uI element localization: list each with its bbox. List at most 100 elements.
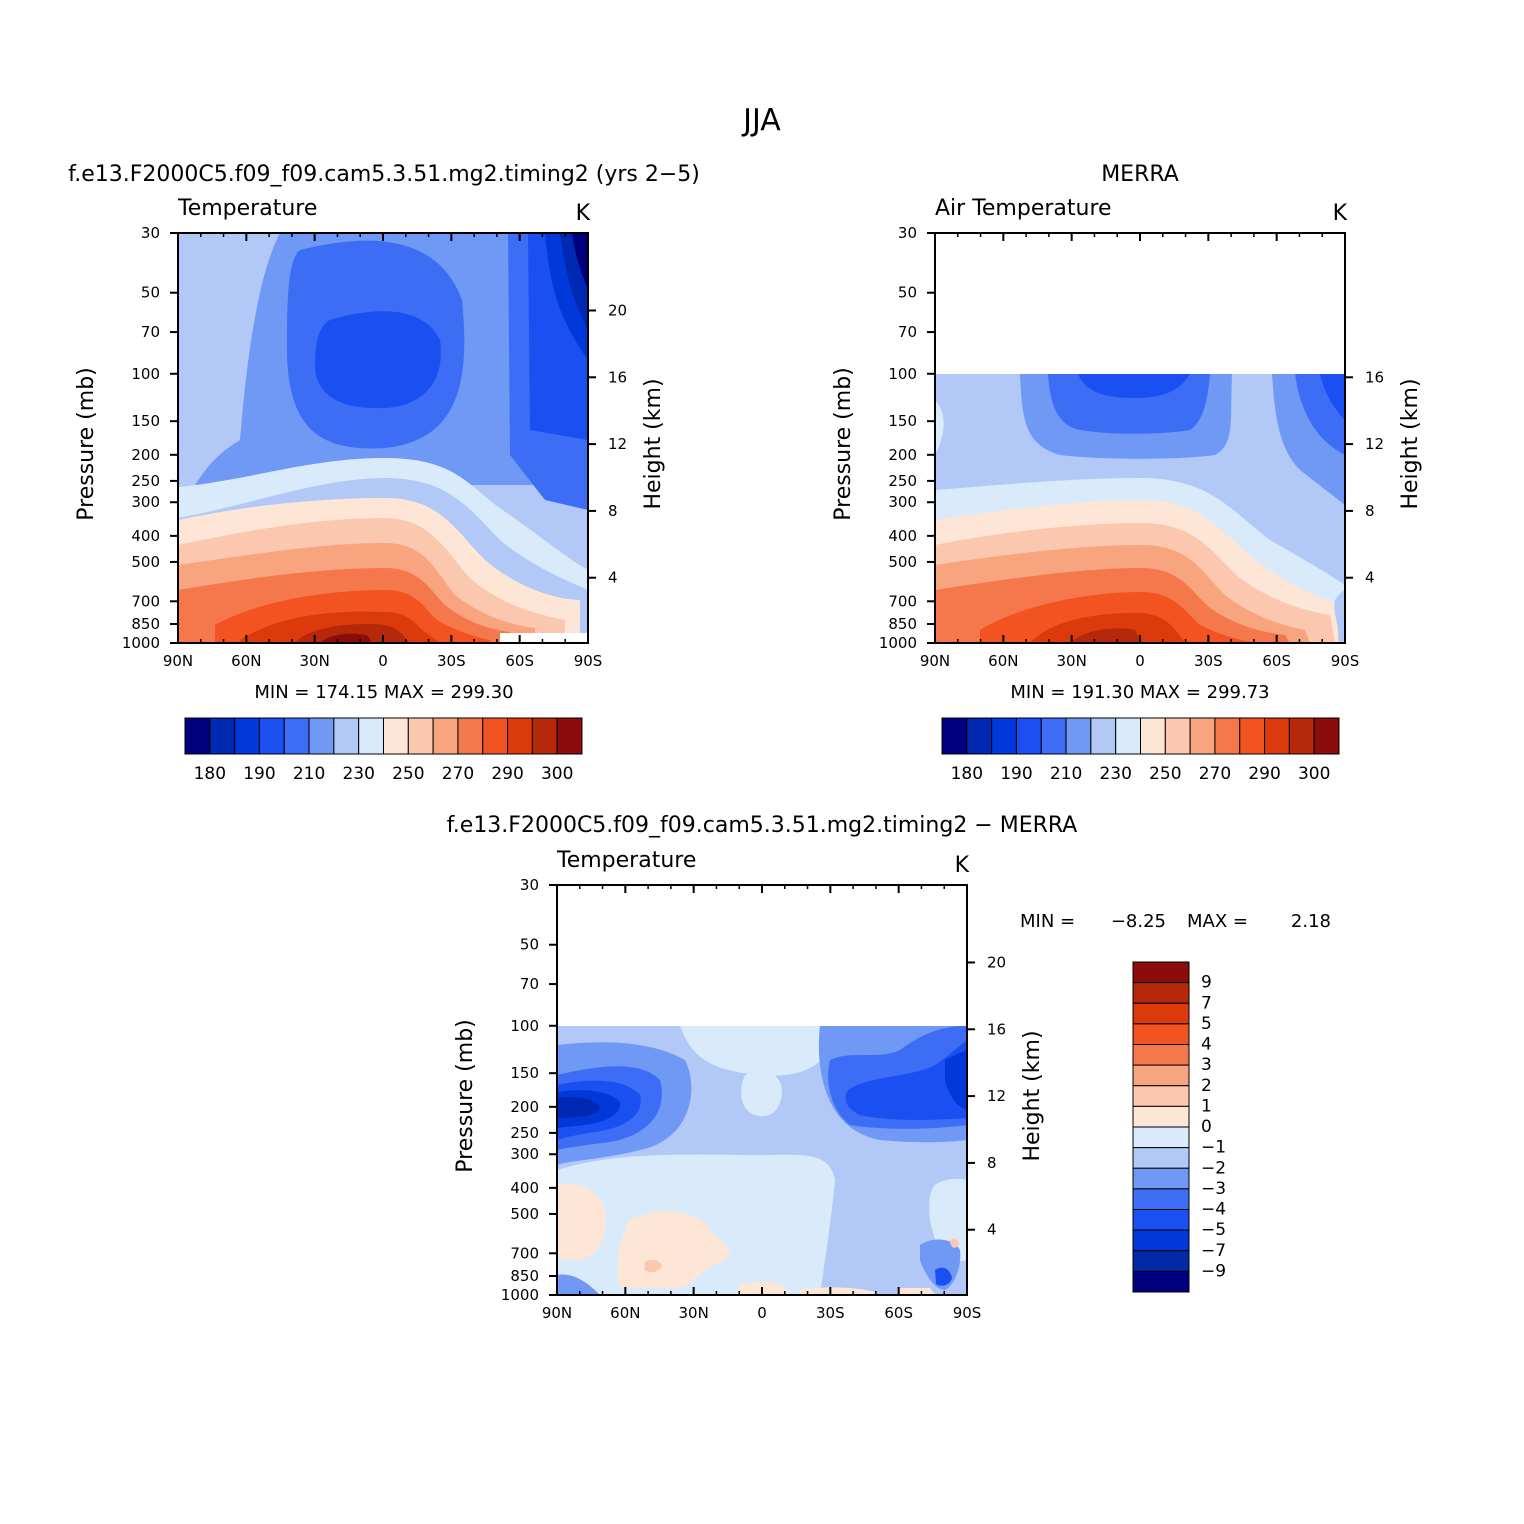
model-ytick-label: 500 bbox=[131, 553, 160, 571]
obs-ylabel: Pressure (mb) bbox=[831, 367, 856, 521]
model-htick-label: 16 bbox=[608, 368, 627, 386]
obs-colorbar-swatch bbox=[1288, 717, 1315, 755]
model-colorbar-swatch bbox=[432, 717, 459, 755]
diff-colorbar-label: 7 bbox=[1201, 993, 1212, 1013]
diff-axes: 90N 60N 30N 0 30S 60S 90S 30 50 70 100 150 200 250 300… bbox=[453, 876, 1045, 1322]
diff-min-value: −8.25 bbox=[1111, 911, 1166, 932]
obs-xtick-label: 60N bbox=[988, 652, 1018, 670]
model-ytick-label: 50 bbox=[141, 284, 160, 302]
diff-colorbar-swatch bbox=[1132, 982, 1190, 1004]
model-stats: MIN = 174.15 MAX = 299.30 bbox=[254, 682, 513, 703]
model-axes: 90N 60N 30N 0 30S 60S 90S 30 50 70 100 150 200 250 300… bbox=[74, 224, 666, 670]
diff-band-plus1-antarctic bbox=[900, 1288, 935, 1295]
model-units: K bbox=[576, 201, 591, 226]
diff-colorbar-swatch bbox=[1132, 1147, 1190, 1169]
diff-band-plus2-antarctic bbox=[950, 1238, 959, 1248]
obs-htick-label: 12 bbox=[1365, 435, 1384, 453]
diff-colorbar-swatch bbox=[1132, 1250, 1190, 1272]
obs-colorbar: 180 190 210 230 250 270 290 300 bbox=[941, 717, 1340, 784]
diff-htick-label: 4 bbox=[987, 1221, 997, 1239]
diff-band-minus5-south bbox=[845, 1040, 967, 1120]
model-colorbar-label: 250 bbox=[392, 764, 424, 784]
diff-colorbar-swatch bbox=[1132, 961, 1190, 984]
obs-suptitle: MERRA bbox=[1101, 162, 1179, 187]
diff-ytick-label: 700 bbox=[510, 1244, 539, 1262]
model-xtick-label: 30N bbox=[300, 652, 330, 670]
obs-units: K bbox=[1333, 201, 1348, 226]
diff-band-minus3-surface bbox=[557, 1274, 600, 1295]
model-htick-label: 4 bbox=[608, 569, 618, 587]
model-ytick-label: 250 bbox=[131, 472, 160, 490]
diff-colorbar-label: −3 bbox=[1201, 1179, 1226, 1199]
diff-suptitle: f.e13.F2000C5.f09_f09.cam5.3.51.mg2.timi… bbox=[447, 813, 1078, 838]
obs-axes: 90N 60N 30N 0 30S 60S 90S 30 50 70 100 150 200 250 300… bbox=[831, 224, 1423, 670]
obs-band-200-south bbox=[1320, 374, 1345, 420]
obs-htick-label: 8 bbox=[1365, 502, 1375, 520]
model-ylabel-right: Height (km) bbox=[641, 378, 666, 509]
obs-band-240-north bbox=[935, 400, 944, 455]
obs-band-300 bbox=[1070, 628, 1142, 643]
diff-colorbar-label: −5 bbox=[1201, 1220, 1226, 1240]
diff-colorbar-swatch bbox=[1132, 1044, 1190, 1066]
panel-diff: f.e13.F2000C5.f09_f09.cam5.3.51.mg2.timi… bbox=[447, 813, 1331, 1322]
obs-ytick-label: 70 bbox=[898, 323, 917, 341]
model-htick-label: 8 bbox=[608, 502, 618, 520]
obs-colorbar-swatch bbox=[1313, 717, 1340, 755]
diff-band-minus7-south bbox=[945, 1050, 967, 1110]
model-colorbar-swatch bbox=[209, 717, 236, 755]
diff-ytick-label: 850 bbox=[510, 1267, 539, 1285]
model-left-title: Temperature bbox=[177, 196, 317, 221]
diff-ytick-label: 50 bbox=[520, 936, 539, 954]
diff-colorbar-swatch bbox=[1132, 1002, 1190, 1025]
obs-xtick-label: 30S bbox=[1194, 652, 1223, 670]
model-colorbar-label: 300 bbox=[541, 764, 573, 784]
obs-colorbar-swatch bbox=[1115, 717, 1141, 755]
obs-colorbar-label: 230 bbox=[1099, 764, 1131, 784]
model-htick-label: 12 bbox=[608, 435, 627, 453]
diff-colorbar-swatch bbox=[1132, 1270, 1190, 1293]
diff-units: K bbox=[955, 853, 970, 878]
model-ytick-label: 100 bbox=[131, 365, 160, 383]
model-ytick-label: 400 bbox=[131, 527, 160, 545]
model-suptitle: f.e13.F2000C5.f09_f09.cam5.3.51.mg2.timi… bbox=[68, 162, 700, 187]
diff-colorbar-label: 0 bbox=[1201, 1117, 1212, 1137]
diff-colorbar-swatch bbox=[1132, 1085, 1190, 1107]
model-band-max bbox=[320, 633, 372, 643]
obs-colorbar-label: 210 bbox=[1050, 764, 1082, 784]
diff-xtick-label: 30N bbox=[679, 1304, 709, 1322]
model-colorbar-swatch bbox=[258, 717, 285, 755]
obs-xtick-label: 90N bbox=[920, 652, 950, 670]
obs-xtick-label: 60S bbox=[1262, 652, 1291, 670]
model-colorbar: 180 190 210 230 250 270 290 300 bbox=[184, 717, 583, 784]
diff-colorbar-label: −4 bbox=[1201, 1200, 1226, 1220]
obs-band-antarctic bbox=[1334, 590, 1345, 643]
panel-obs: MERRA Air Temperature K 90N 60N 30N 0 30S 60S… bbox=[831, 162, 1423, 784]
obs-ytick-label: 700 bbox=[888, 592, 917, 610]
obs-xtick-label: 90S bbox=[1331, 652, 1360, 670]
diff-colorbar-swatch bbox=[1132, 1188, 1190, 1210]
obs-htick-label: 4 bbox=[1365, 569, 1375, 587]
obs-colorbar-swatch bbox=[1189, 717, 1216, 755]
model-colorbar-swatch bbox=[507, 717, 533, 755]
model-ytick-label: 70 bbox=[141, 323, 160, 341]
diff-colorbar-swatch bbox=[1132, 1209, 1190, 1231]
diff-colorbar-swatch bbox=[1132, 1023, 1190, 1045]
obs-colorbar-swatch bbox=[941, 717, 968, 755]
diff-ytick-label: 1000 bbox=[501, 1286, 539, 1304]
model-colorbar-label: 270 bbox=[442, 764, 474, 784]
model-colorbar-swatch bbox=[184, 717, 211, 755]
model-ytick-label: 30 bbox=[141, 224, 160, 242]
diff-xtick-label: 30S bbox=[816, 1304, 845, 1322]
obs-ytick-label: 200 bbox=[888, 446, 917, 464]
model-band-300 bbox=[295, 623, 410, 643]
model-colorbar-label: 210 bbox=[293, 764, 325, 784]
obs-ytick-label: 500 bbox=[888, 553, 917, 571]
diff-colorbar-label: 4 bbox=[1201, 1035, 1212, 1055]
diff-htick-label: 20 bbox=[987, 953, 1006, 971]
diff-ytick-label: 300 bbox=[510, 1145, 539, 1163]
model-xtick-label: 90S bbox=[574, 652, 603, 670]
obs-ytick-label: 1000 bbox=[879, 634, 917, 652]
obs-ytick-label: 400 bbox=[888, 527, 917, 545]
model-contour-field bbox=[178, 233, 588, 643]
